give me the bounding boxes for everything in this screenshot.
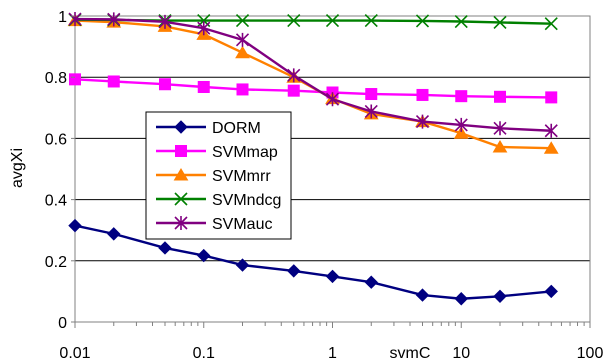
legend-marker (174, 120, 188, 134)
data-point (415, 288, 430, 302)
legend-marker (174, 192, 188, 206)
data-point (453, 126, 469, 139)
legend-label: SVMmrr (212, 168, 271, 185)
x-axis-title: svmC (390, 345, 431, 362)
legend-item-dorm: DORM (156, 120, 261, 137)
data-point (544, 17, 558, 31)
axis-ticks (71, 15, 591, 328)
data-point (493, 289, 507, 304)
data-point (287, 68, 301, 83)
data-point (454, 292, 468, 306)
data-point (158, 241, 172, 255)
legend-marker (175, 145, 187, 157)
legend-item-svmndcg: SVMndcg (156, 192, 281, 209)
data-point (235, 45, 250, 59)
data-point (107, 12, 121, 27)
x-tick-label: 100 (577, 345, 604, 362)
data-point (493, 121, 507, 136)
y-tick-label: 0.2 (45, 254, 67, 271)
data-point (494, 90, 507, 103)
y-tick-labels: 0 0.2 0.4 0.6 0.8 1 (45, 9, 67, 332)
y-tick-label: 0.4 (45, 193, 67, 210)
data-point (415, 14, 430, 28)
series-line (74, 78, 552, 99)
data-point (364, 275, 378, 289)
legend: DORM SVMmap SVMmrr SVMndcg SVMauc (145, 111, 292, 240)
data-point (492, 139, 508, 153)
x-tick-labels: 0.01 0.1 1 10 100 (59, 345, 603, 362)
data-point (365, 88, 378, 101)
x-tick-label: 1 (328, 345, 337, 362)
data-point (235, 32, 250, 47)
data-point (415, 114, 430, 129)
legend-label: SVMmap (212, 144, 278, 161)
data-point (68, 218, 82, 233)
data-point (235, 258, 250, 272)
legend-item-svmmrr: SVMmrr (156, 168, 271, 185)
y-tick-label: 1 (58, 9, 67, 26)
y-tick-label: 0 (58, 315, 67, 332)
data-point (416, 88, 429, 101)
legend-marker (174, 216, 188, 230)
series-line (74, 224, 552, 300)
x-tick-label: 0.01 (59, 345, 90, 362)
data-point (107, 227, 121, 241)
data-point (544, 123, 558, 138)
data-point (325, 269, 340, 284)
data-point (364, 14, 378, 28)
legend-label: SVMauc (212, 216, 272, 233)
data-point (287, 264, 301, 278)
series-layer (67, 12, 559, 306)
legend-marker (173, 168, 189, 181)
x-tick-label: 0.1 (193, 345, 215, 362)
data-point (197, 21, 211, 36)
data-point (69, 73, 81, 86)
y-axis-title: avgXi (9, 148, 26, 188)
legend-label: DORM (212, 120, 261, 137)
legend-label: SVMndcg (212, 192, 281, 209)
data-point (544, 284, 558, 299)
data-point (543, 141, 559, 154)
data-point (287, 14, 301, 28)
data-point (455, 90, 468, 103)
data-point (545, 91, 558, 104)
data-point (158, 14, 172, 29)
series-line (74, 17, 552, 132)
y-tick-label: 0.8 (45, 70, 67, 87)
data-point (197, 248, 211, 263)
legend-item-svmauc: SVMauc (156, 216, 272, 233)
legend-item-svmmap: SVMmap (156, 144, 278, 161)
series-dorm (68, 218, 558, 306)
data-point (107, 75, 120, 88)
data-point (454, 14, 468, 29)
data-point (364, 104, 378, 119)
data-point (287, 84, 300, 97)
data-point (68, 12, 82, 27)
data-point (493, 15, 507, 29)
data-point (325, 92, 340, 107)
data-point (236, 83, 249, 96)
data-point (454, 117, 468, 132)
data-point (235, 14, 250, 28)
series-svmauc (68, 12, 558, 138)
data-point (325, 14, 340, 28)
x-tick-label: 10 (452, 345, 470, 362)
y-tick-label: 0.6 (45, 131, 67, 148)
data-point (158, 78, 171, 91)
data-point (197, 80, 210, 93)
